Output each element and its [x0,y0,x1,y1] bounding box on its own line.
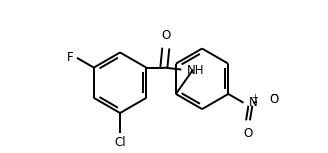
Text: O: O [161,29,171,42]
Text: F: F [67,51,73,64]
Text: −: − [270,90,277,99]
Text: O: O [244,127,253,140]
Text: N: N [248,96,257,109]
Text: Cl: Cl [114,136,126,149]
Text: O: O [269,93,278,106]
Text: NH: NH [187,64,205,77]
Text: +: + [251,93,258,102]
